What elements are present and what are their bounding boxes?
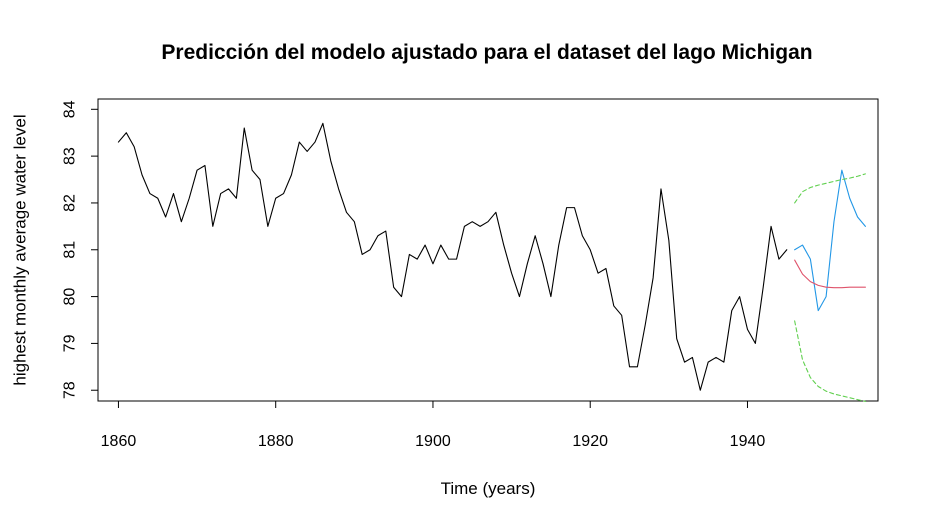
series-line-prediction: [794, 259, 866, 289]
y-tick-label: 80: [62, 288, 79, 306]
x-axis-label: Time (years): [441, 479, 536, 498]
y-axis-label: highest monthly average water level: [11, 114, 30, 385]
y-tick-label: 84: [62, 100, 79, 118]
y-axis: 78 79 80 81 82 83 84: [62, 100, 99, 399]
series-line-lower-bound: [794, 320, 866, 403]
y-tick-label: 78: [62, 381, 79, 399]
plot-area-frame: [97, 98, 879, 402]
y-tick-label: 82: [62, 194, 79, 212]
x-axis: 1860 1880 1900 1920 1940: [101, 400, 766, 450]
x-tick-label: 1940: [730, 433, 766, 450]
y-tick-label: 81: [62, 241, 79, 259]
chart-title: Predicción del modelo ajustado para el d…: [161, 41, 812, 64]
series-line-observed: [117, 122, 788, 391]
y-tick-label: 83: [62, 147, 79, 165]
series-line-upper-bound: [794, 173, 866, 204]
x-tick-label: 1900: [415, 433, 451, 450]
x-tick-label: 1920: [572, 433, 608, 450]
x-tick-label: 1880: [258, 433, 294, 450]
series-layer: [117, 122, 866, 403]
y-tick-label: 79: [62, 334, 79, 352]
x-tick-label: 1860: [101, 433, 137, 450]
series-line-actual-test: [794, 169, 866, 312]
